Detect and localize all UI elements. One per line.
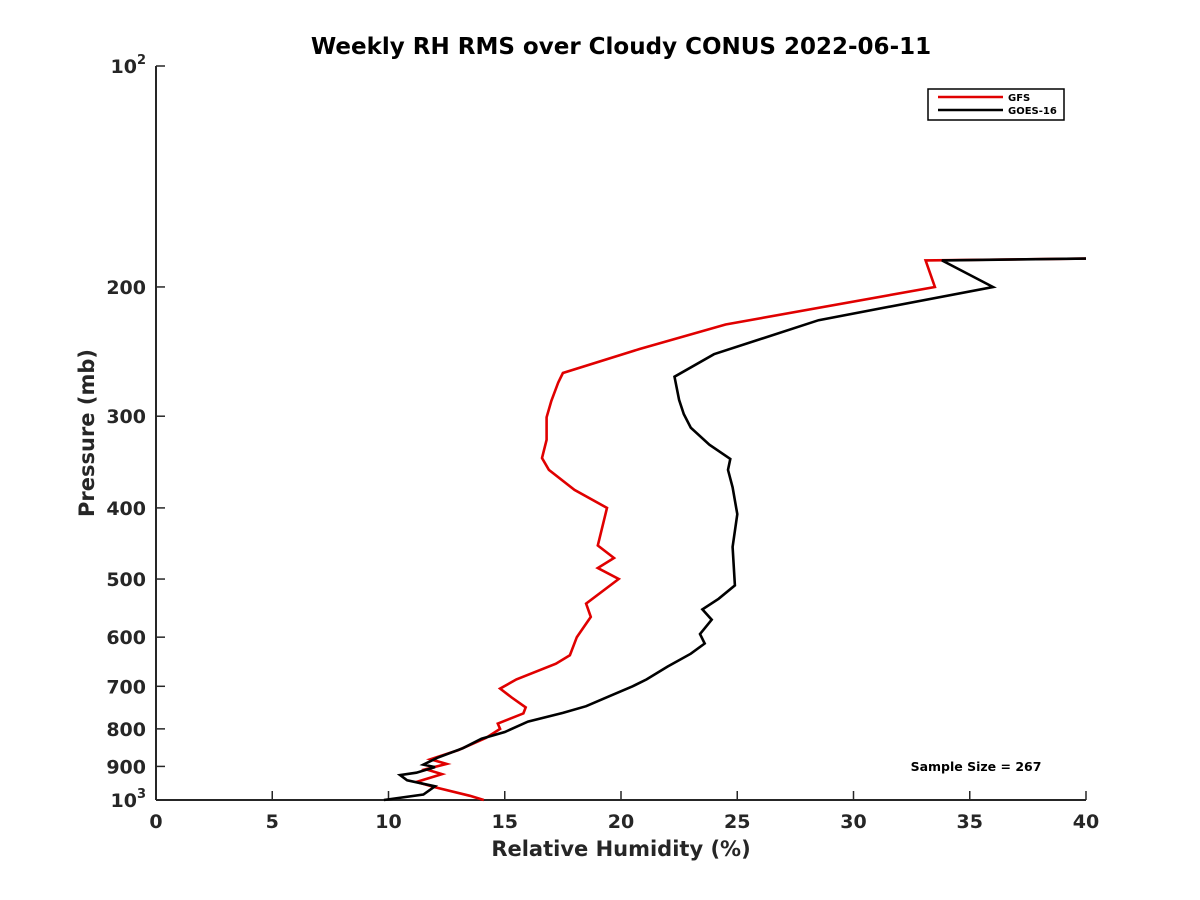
x-tick-label: 30 [840, 811, 866, 833]
chart-title: Weekly RH RMS over Cloudy CONUS 2022-06-… [311, 34, 931, 60]
y-tick-label: 200 [106, 277, 146, 299]
y-tick-label: 600 [106, 627, 146, 649]
series-line-goes16 [383, 257, 1087, 802]
x-axis-label: Relative Humidity (%) [491, 837, 750, 861]
x-tick-label: 0 [149, 811, 162, 833]
x-tick-label: 10 [375, 811, 401, 833]
y-tick-label: 500 [106, 569, 146, 591]
legend-label-goes16: GOES-16 [1008, 106, 1057, 117]
y-tick-label: 103 [111, 787, 147, 812]
y-tick-label: 900 [106, 756, 146, 778]
x-tick-label: 35 [957, 811, 983, 833]
series-line-gfs [411, 257, 1087, 802]
legend: GFS GOES-16 [927, 88, 1065, 121]
x-tick-label: 40 [1073, 811, 1099, 833]
y-axis-label: Pressure (mb) [75, 349, 99, 517]
legend-label-gfs: GFS [1008, 93, 1030, 104]
y-tick-label: 700 [106, 676, 146, 698]
y-tick-label: 102 [111, 53, 147, 78]
legend-box [927, 88, 1065, 121]
plot-axes: 0 5 10 15 20 25 30 35 40 102 200 300 400 500 600 700 800… [106, 53, 1099, 833]
x-tick-label: 5 [266, 811, 279, 833]
x-tick-label: 15 [492, 811, 518, 833]
y-tick-label: 800 [106, 719, 146, 741]
y-tick-label: 300 [106, 406, 146, 428]
sample-size-annotation: Sample Size = 267 [911, 759, 1042, 774]
x-tick-label: 20 [608, 811, 634, 833]
y-tick-label: 400 [106, 498, 146, 520]
series-layer [383, 257, 1087, 802]
x-tick-label: 25 [724, 811, 750, 833]
